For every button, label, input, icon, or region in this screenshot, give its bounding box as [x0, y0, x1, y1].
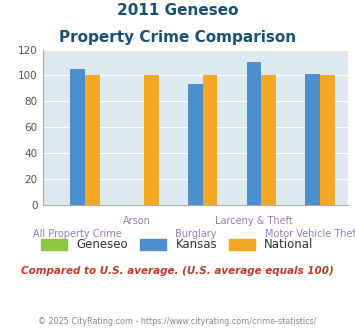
Legend: Geneseo, Kansas, National: Geneseo, Kansas, National [37, 234, 318, 256]
Bar [71, 69, 85, 205]
Bar [203, 75, 217, 205]
Bar [247, 62, 261, 205]
Bar [144, 75, 159, 205]
Text: © 2025 CityRating.com - https://www.cityrating.com/crime-statistics/: © 2025 CityRating.com - https://www.city… [38, 317, 317, 326]
Bar [261, 75, 276, 205]
Text: Arson: Arson [122, 216, 151, 226]
Bar [85, 75, 100, 205]
Text: 2011 Geneseo: 2011 Geneseo [117, 3, 238, 18]
Text: Motor Vehicle Theft: Motor Vehicle Theft [265, 229, 355, 239]
Text: All Property Crime: All Property Crime [33, 229, 122, 239]
Text: Larceny & Theft: Larceny & Theft [215, 216, 293, 226]
Bar [305, 74, 320, 205]
Text: Burglary: Burglary [175, 229, 216, 239]
Text: Compared to U.S. average. (U.S. average equals 100): Compared to U.S. average. (U.S. average … [21, 266, 334, 276]
Bar [320, 75, 335, 205]
Text: Property Crime Comparison: Property Crime Comparison [59, 30, 296, 45]
Bar [188, 84, 203, 205]
